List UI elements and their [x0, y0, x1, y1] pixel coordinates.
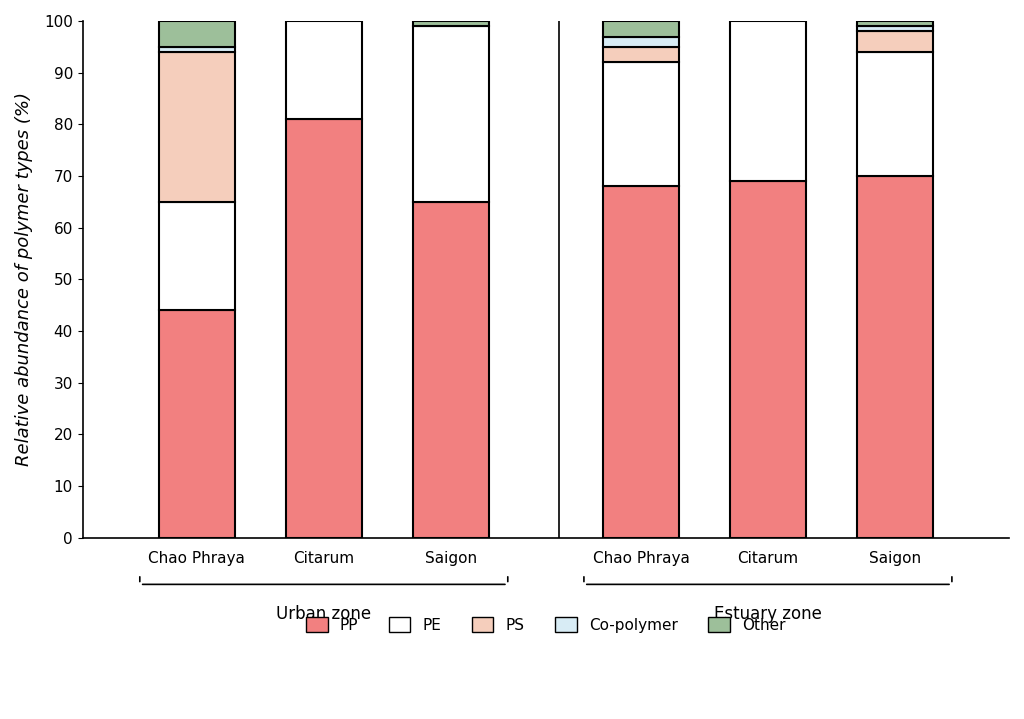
Bar [159, 47, 234, 52]
Text: Urban zone: Urban zone [276, 605, 372, 623]
Bar [603, 21, 679, 37]
Bar [603, 37, 679, 47]
Bar [413, 202, 488, 538]
Bar [857, 176, 933, 538]
Bar [159, 21, 234, 47]
Bar [159, 311, 234, 538]
Bar [286, 119, 361, 538]
Bar [857, 21, 933, 26]
Y-axis label: Relative abundance of polymer types (%): Relative abundance of polymer types (%) [15, 93, 33, 467]
Bar [857, 26, 933, 32]
Bar [857, 32, 933, 52]
Bar [159, 202, 234, 311]
Bar [603, 63, 679, 186]
Bar [603, 186, 679, 538]
Bar [413, 26, 488, 202]
Bar [603, 47, 679, 63]
Text: Estuary zone: Estuary zone [714, 605, 822, 623]
Bar [730, 21, 806, 181]
Bar [159, 52, 234, 202]
Bar [286, 21, 361, 119]
Legend: PP, PE, PS, Co-polymer, Other: PP, PE, PS, Co-polymer, Other [300, 610, 792, 638]
Bar [730, 181, 806, 538]
Bar [413, 21, 488, 26]
Bar [857, 52, 933, 176]
